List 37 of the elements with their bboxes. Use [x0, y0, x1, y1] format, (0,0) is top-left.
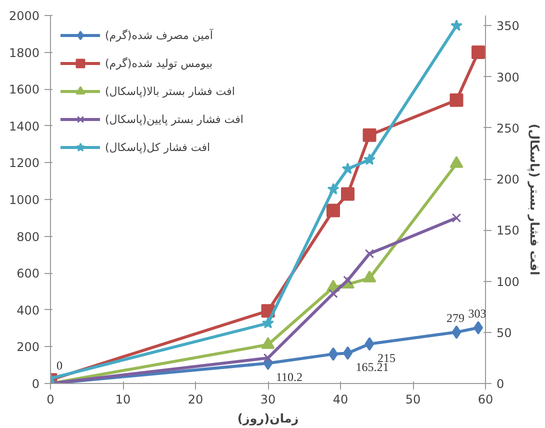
x-tick-label: 40: [332, 392, 348, 406]
y2-tick-label: 100: [496, 274, 520, 289]
y2-tick-label: 200: [496, 172, 520, 187]
y2-axis-title: افت فشار بستر (پاسکال): [527, 124, 542, 276]
y-tick-label: 200: [16, 340, 40, 354]
y2-tick-label: 300: [496, 70, 520, 84]
y-tick-label: 600: [16, 266, 40, 281]
y-tick-label: 1400: [8, 119, 40, 134]
y-tick-label: 800: [16, 230, 40, 244]
y2-tick-label: 50: [496, 326, 512, 340]
x-tick-label: 20: [188, 392, 204, 406]
y2-tick-label: 150: [496, 224, 520, 238]
legend-label: افت فشار کل(پاسکال): [105, 140, 210, 154]
y-tick-label: 1200: [8, 156, 40, 170]
y-tick-label: 1800: [8, 46, 40, 60]
x-tick-label: 50: [405, 392, 421, 406]
y2-tick-label: 250: [496, 121, 520, 136]
legend-label: بیومس تولید شده(گرم): [105, 56, 213, 70]
data-label: 110.2: [276, 370, 303, 384]
y-tick-label: 0: [32, 377, 40, 391]
y-tick-label: 1000: [8, 193, 40, 207]
y2-tick-label: 350: [496, 19, 520, 34]
x-tick-label: 10: [115, 392, 131, 406]
x-tick-label: 60: [478, 392, 494, 406]
data-label: 279: [446, 311, 464, 326]
y-tick-label: 1600: [8, 82, 40, 97]
data-label: 303: [468, 306, 486, 321]
legend-label: آمین مصرف شده(گرم): [105, 28, 213, 42]
x-tick-label: 0: [46, 392, 54, 406]
y2-tick-label: 0: [496, 377, 504, 391]
legend-label: افت فشار بستر بالا(پاسکال): [105, 84, 235, 98]
legend-label: افت فشار بستر پایین(پاسکال): [105, 112, 244, 126]
data-label: 0: [56, 358, 62, 372]
y-tick-label: 2000: [8, 9, 40, 23]
y-tick-label: 400: [16, 303, 40, 318]
x-axis-title: زمان(روز): [237, 412, 299, 426]
x-tick-label: 30: [260, 392, 276, 406]
